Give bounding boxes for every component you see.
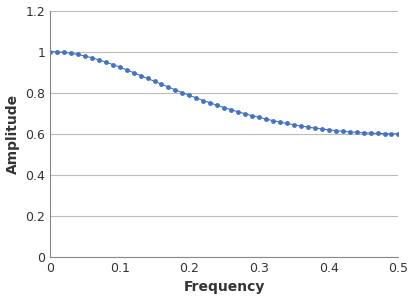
X-axis label: Frequency: Frequency [183,280,264,294]
Y-axis label: Amplitude: Amplitude [5,94,19,174]
